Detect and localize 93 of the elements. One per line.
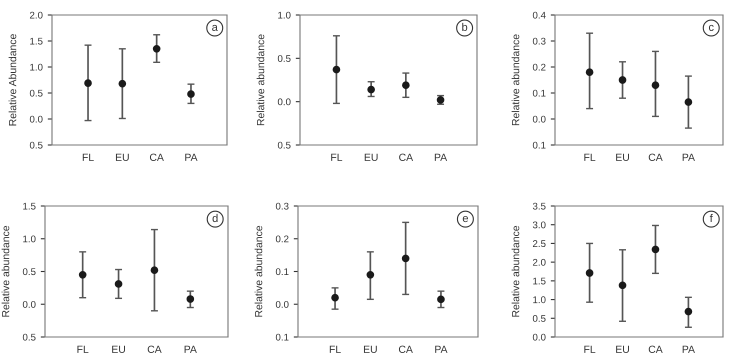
- y-tick-label: 0.1: [532, 142, 546, 149]
- point: [367, 86, 375, 94]
- point: [152, 44, 160, 53]
- point: [586, 68, 594, 76]
- y-axis-title: Relative Abundance: [8, 34, 16, 126]
- y-axis-title: Relative abundance: [512, 34, 520, 126]
- point: [652, 81, 660, 90]
- x-tick-label: EU: [616, 346, 629, 353]
- y-tick-label: 0.0: [532, 334, 546, 341]
- point: [684, 308, 692, 316]
- point: [186, 295, 194, 303]
- y-tick-label: 1.5: [23, 202, 36, 210]
- annotation: e: [462, 216, 468, 222]
- y-tick-label: 0.0: [278, 98, 291, 106]
- y-axis-title: Relative abundance: [2, 226, 10, 317]
- x-tick-label: FL: [77, 346, 88, 353]
- x-tick-label: EU: [616, 154, 629, 161]
- y-tick-label: 1.0: [30, 64, 43, 71]
- y-tick-label: 0.1: [532, 90, 546, 97]
- x-tick-label: PA: [682, 154, 695, 161]
- x-tick-label: PA: [185, 154, 198, 161]
- y-tick-label: 0.5: [22, 334, 36, 341]
- y-tick-label: 1.0: [278, 12, 291, 19]
- x-tick-label: CA: [398, 346, 413, 353]
- point: [618, 76, 626, 84]
- annotation: d: [212, 214, 218, 222]
- point: [78, 270, 86, 279]
- y-tick-label: 0.2: [276, 235, 288, 242]
- y-tick-label: 0.1: [276, 268, 288, 276]
- y-tick-label: 0.5: [278, 55, 291, 62]
- point: [437, 296, 445, 304]
- y-tick-label: 2.5: [532, 240, 546, 248]
- y-tick-label: 0.2: [532, 64, 546, 71]
- point: [402, 81, 410, 90]
- y-tick-label: 3.5: [532, 202, 546, 210]
- y-tick-label: 0.3: [532, 38, 546, 45]
- x-tick-label: PA: [682, 346, 695, 353]
- y-tick-label: 2.0: [532, 258, 546, 266]
- y-tick-label: 0.5: [30, 90, 43, 97]
- point: [366, 270, 374, 279]
- y-tick-label: 0.0: [22, 300, 36, 308]
- x-tick-label: EU: [112, 346, 125, 353]
- x-tick-label: CA: [399, 154, 414, 161]
- y-tick-label: 2.0: [30, 12, 43, 19]
- point: [150, 266, 158, 274]
- x-tick-label: CA: [648, 346, 663, 353]
- x-tick-label: EU: [116, 154, 129, 161]
- point: [586, 269, 594, 277]
- y-tick-label: 0.5: [30, 142, 43, 149]
- y-tick-label: 0.5: [22, 268, 36, 276]
- annotation: c: [708, 24, 714, 31]
- y-tick-label: 1.5: [533, 278, 546, 284]
- y-axis-title: Relative abundance: [256, 34, 264, 126]
- point: [652, 246, 660, 254]
- annotation: a: [212, 24, 218, 31]
- x-tick-label: PA: [435, 346, 448, 353]
- point: [84, 79, 92, 87]
- x-tick-label: EU: [364, 346, 377, 353]
- x-tick-label: FL: [330, 346, 341, 353]
- x-tick-label: CA: [150, 154, 164, 161]
- x-tick-label: FL: [584, 154, 596, 161]
- y-tick-label: 0.4: [532, 12, 546, 19]
- x-tick-label: FL: [82, 154, 94, 161]
- x-tick-label: EU: [364, 154, 378, 161]
- x-tick-label: FL: [584, 346, 596, 353]
- x-tick-label: CA: [648, 154, 663, 161]
- y-tick-label: 0.3: [276, 202, 289, 210]
- y-tick-label: 1.0: [23, 235, 36, 242]
- point: [332, 66, 340, 74]
- point: [684, 98, 692, 106]
- y-tick-label: 1.5: [30, 38, 43, 45]
- point: [118, 80, 126, 88]
- y-tick-label: 1.0: [533, 296, 546, 304]
- point: [402, 254, 410, 262]
- y-tick-label: 3.0: [532, 221, 546, 228]
- x-tick-label: CA: [148, 346, 162, 353]
- point: [114, 280, 122, 288]
- point: [187, 90, 195, 98]
- annotation: f: [710, 214, 713, 222]
- y-tick-label: 0.1: [276, 334, 288, 341]
- point: [618, 282, 626, 290]
- annotation: b: [462, 22, 468, 31]
- y-tick-label: 0.0: [276, 300, 289, 308]
- y-tick-label: 0.0: [532, 116, 546, 123]
- x-tick-label: FL: [331, 154, 342, 161]
- x-tick-label: PA: [434, 154, 448, 161]
- y-tick-label: 0.5: [278, 142, 291, 149]
- y-tick-label: 0.0: [30, 116, 43, 123]
- y-tick-label: 0.5: [532, 315, 546, 322]
- y-axis-title: Relative abundance: [254, 226, 262, 317]
- x-tick-label: PA: [184, 346, 197, 353]
- point: [331, 294, 339, 302]
- y-axis-title: Relative abundance: [512, 226, 520, 317]
